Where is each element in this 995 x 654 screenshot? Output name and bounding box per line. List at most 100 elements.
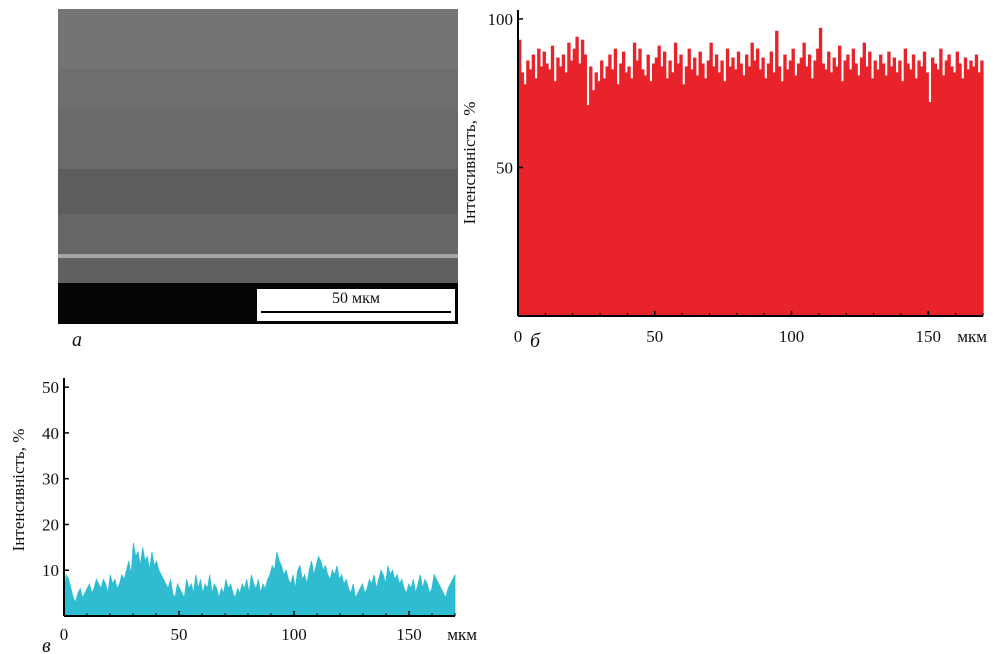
chart-b-bar	[977, 72, 981, 316]
chart-b-bar	[969, 60, 973, 317]
chart-b-bar	[859, 57, 864, 316]
chart-b-bar	[548, 69, 552, 316]
chart-b-bar	[619, 63, 623, 317]
chart-b-bar	[564, 72, 568, 316]
chart-b-bar	[742, 75, 746, 316]
chart-b-bar	[906, 63, 910, 317]
chart-b-bar	[873, 60, 877, 317]
chart-b-bar	[693, 57, 697, 316]
chart-b-bar	[717, 72, 722, 316]
y-tick-label: 20	[42, 515, 59, 534]
chart-b-bar	[843, 60, 847, 317]
chart-b-bar	[903, 48, 908, 316]
chart-b-bar	[654, 57, 659, 316]
chart-b-bar	[786, 69, 790, 316]
chart-b-bar	[818, 27, 823, 316]
chart-b-bar	[879, 54, 883, 316]
chart-b-bar	[807, 54, 812, 316]
chart-b-bar	[531, 54, 536, 316]
chart-b-bar	[922, 51, 927, 317]
chart-b-bar	[591, 90, 596, 316]
chart-b-bar	[734, 69, 738, 316]
chart-b-bar	[925, 72, 929, 316]
chart-b-bar	[794, 75, 798, 316]
scale-bar: 50 мкм	[257, 289, 455, 321]
chart-b-bar	[780, 81, 784, 317]
chart-b-bar	[561, 54, 566, 316]
x-tick-label: 150	[916, 327, 942, 346]
y-tick-label: 30	[42, 470, 59, 489]
chart-b-bar	[643, 75, 648, 316]
chart-b-bar	[955, 51, 959, 317]
chart-b-bar	[649, 81, 653, 317]
chart-b-bar	[854, 63, 858, 317]
chart-b-bar	[695, 75, 700, 316]
chart-b-bar	[851, 48, 856, 316]
chart-b-bar	[690, 69, 694, 316]
chart-c-x-unit: мкм	[447, 625, 477, 644]
chart-b-ylabel: Інтенсивність, %	[460, 102, 479, 225]
chart-b-bar	[791, 48, 795, 316]
chart-b-bar	[947, 54, 951, 316]
chart-b-bar	[556, 57, 560, 316]
y-tick-label: 100	[488, 10, 514, 29]
chart-b-bar	[865, 66, 869, 317]
chart-b-bar	[761, 57, 765, 316]
chart-b-ticks: 0 50 100 150 50 100	[488, 10, 984, 346]
chart-b-bar	[682, 84, 686, 316]
chart-b-bar	[928, 102, 932, 317]
chart-b-bar	[712, 66, 716, 317]
chart-b-bar	[641, 69, 645, 316]
chart-b-bar	[824, 69, 828, 316]
panel-label-a: а	[72, 329, 82, 351]
chart-b-bar	[671, 72, 675, 316]
chart-b-bar	[939, 48, 943, 316]
chart-b-bar	[952, 72, 957, 316]
chart-b-bar	[911, 54, 916, 316]
y-tick-label: 50	[496, 158, 513, 177]
chart-b-bar	[539, 66, 544, 317]
chart-b-bar	[586, 105, 590, 316]
chart-b-bar	[914, 78, 918, 316]
chart-c: 0 50 100 150 10 20 30 40 50 Інтенсивність, % мкм…	[9, 378, 477, 654]
chart-b-bar	[572, 48, 577, 316]
chart-b-bar	[884, 75, 888, 316]
chart-b-bar	[602, 78, 607, 316]
chart-b-bar	[518, 39, 522, 316]
chart-b-bar	[652, 63, 656, 317]
chart-b-bar	[608, 54, 612, 316]
chart-b-bar	[769, 51, 773, 317]
chart-b-bar	[980, 60, 984, 317]
chart-b-bar	[662, 51, 667, 317]
chart-b-bar	[624, 72, 629, 316]
chart-b-bar	[545, 63, 549, 317]
chart-b-bar	[917, 60, 921, 317]
chart-b-bar	[638, 48, 642, 316]
chart-b-bar	[569, 60, 574, 317]
chart-c-ticks: 0 50 100 150 10 20 30 40 50	[42, 378, 456, 644]
chart-b-bar	[673, 42, 678, 316]
chart-b-bar	[550, 45, 555, 317]
chart-b-bar	[720, 60, 724, 317]
chart-b-bar	[966, 69, 970, 316]
x-tick-label: 50	[646, 327, 663, 346]
chart-b-bar	[933, 63, 938, 317]
chart-b-bar	[698, 51, 702, 317]
chart-b-bar	[920, 66, 924, 317]
chart-b-bar	[597, 81, 601, 317]
chart-b-bar	[600, 60, 604, 317]
chart-b-bar	[876, 69, 880, 316]
chart-b-bar	[526, 60, 530, 317]
chart-b-bar	[944, 60, 949, 317]
chart-b-bar	[963, 57, 968, 316]
y-tick-label: 10	[42, 561, 59, 580]
chart-b-bar	[898, 60, 902, 317]
chart-b-bar	[657, 45, 661, 317]
sem-micrograph: 50 мкм	[58, 9, 458, 324]
chart-c-area	[63, 542, 456, 617]
x-tick-label: 0	[514, 327, 523, 346]
chart-b-bar	[679, 54, 683, 316]
x-tick-label: 150	[396, 625, 422, 644]
chart-b-bar	[709, 42, 713, 316]
chart-b-bar	[900, 81, 905, 317]
